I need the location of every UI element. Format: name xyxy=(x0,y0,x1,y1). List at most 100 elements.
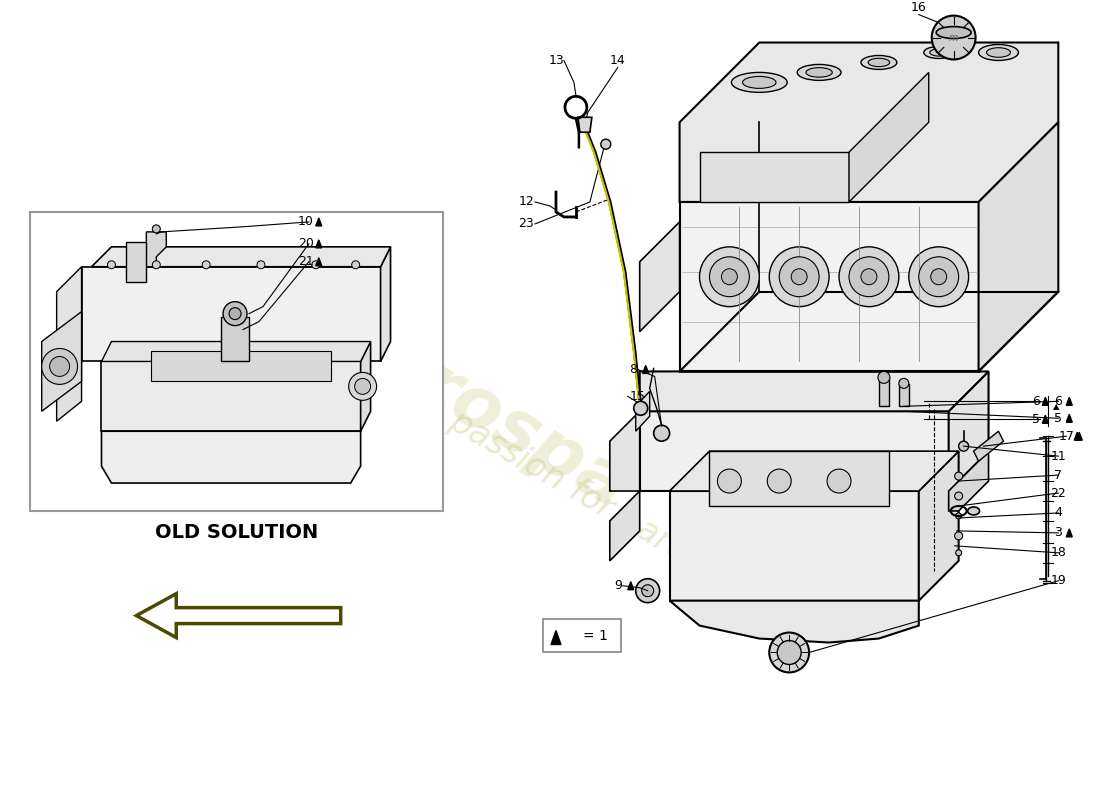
Circle shape xyxy=(956,513,961,519)
Circle shape xyxy=(861,269,877,285)
Polygon shape xyxy=(1066,414,1072,422)
Polygon shape xyxy=(979,122,1058,371)
Circle shape xyxy=(768,469,791,493)
Circle shape xyxy=(352,261,360,269)
Polygon shape xyxy=(700,152,849,202)
Circle shape xyxy=(958,441,969,451)
Ellipse shape xyxy=(936,26,971,38)
Text: 19: 19 xyxy=(1050,574,1066,587)
Polygon shape xyxy=(670,491,918,601)
Text: 23: 23 xyxy=(518,218,534,230)
Circle shape xyxy=(778,641,801,665)
FancyBboxPatch shape xyxy=(543,618,620,653)
Circle shape xyxy=(257,261,265,269)
Circle shape xyxy=(827,469,851,493)
Polygon shape xyxy=(56,266,81,382)
Polygon shape xyxy=(316,258,322,266)
Polygon shape xyxy=(642,366,649,374)
Polygon shape xyxy=(670,451,958,491)
Text: 18: 18 xyxy=(1050,546,1066,559)
Circle shape xyxy=(601,139,610,149)
Circle shape xyxy=(108,261,115,269)
Ellipse shape xyxy=(732,73,788,92)
Ellipse shape xyxy=(861,55,896,70)
Text: 9: 9 xyxy=(614,579,622,592)
Circle shape xyxy=(229,308,241,319)
Polygon shape xyxy=(56,362,81,422)
Text: Maserati: Maserati xyxy=(758,372,980,470)
Text: 20: 20 xyxy=(298,238,314,250)
Text: 4: 4 xyxy=(1055,506,1063,519)
Ellipse shape xyxy=(798,65,842,80)
Polygon shape xyxy=(640,222,680,331)
Polygon shape xyxy=(948,451,989,511)
Polygon shape xyxy=(636,391,650,431)
Circle shape xyxy=(839,247,899,306)
Text: OLD SOLUTION: OLD SOLUTION xyxy=(155,523,318,542)
Text: a passion for parts: a passion for parts xyxy=(417,389,703,573)
Text: 3: 3 xyxy=(1055,526,1063,539)
Circle shape xyxy=(311,261,320,269)
Polygon shape xyxy=(1076,432,1082,440)
Circle shape xyxy=(634,402,648,415)
Polygon shape xyxy=(578,118,592,132)
Circle shape xyxy=(956,550,961,556)
Circle shape xyxy=(918,257,958,297)
Polygon shape xyxy=(948,371,989,491)
Text: 6: 6 xyxy=(1033,395,1041,408)
Circle shape xyxy=(955,472,962,480)
Polygon shape xyxy=(974,431,1003,461)
Text: 12: 12 xyxy=(518,195,534,209)
Circle shape xyxy=(931,269,947,285)
Polygon shape xyxy=(1075,432,1080,440)
Polygon shape xyxy=(551,630,561,645)
FancyBboxPatch shape xyxy=(30,212,443,511)
Text: 11: 11 xyxy=(1050,450,1066,462)
Ellipse shape xyxy=(979,45,1019,61)
Polygon shape xyxy=(361,342,371,431)
Circle shape xyxy=(653,426,670,441)
Polygon shape xyxy=(670,601,918,642)
Polygon shape xyxy=(1043,398,1048,406)
Ellipse shape xyxy=(930,49,948,56)
Circle shape xyxy=(955,532,962,540)
Text: 7: 7 xyxy=(1054,469,1063,482)
Circle shape xyxy=(722,269,737,285)
Circle shape xyxy=(641,585,653,597)
Polygon shape xyxy=(1043,415,1048,423)
Text: eurospa: eurospa xyxy=(320,299,640,523)
Text: 14: 14 xyxy=(609,54,626,67)
Text: 21: 21 xyxy=(298,255,314,268)
Polygon shape xyxy=(81,266,381,362)
Bar xyxy=(221,317,249,362)
Ellipse shape xyxy=(987,48,1011,58)
Circle shape xyxy=(779,257,820,297)
Polygon shape xyxy=(126,242,146,282)
Text: 10: 10 xyxy=(298,215,314,229)
Circle shape xyxy=(899,378,909,388)
Text: m: m xyxy=(949,33,958,42)
Text: 5: 5 xyxy=(1033,413,1041,426)
Ellipse shape xyxy=(806,68,833,78)
Circle shape xyxy=(152,225,161,233)
Circle shape xyxy=(42,349,78,384)
Polygon shape xyxy=(710,451,889,506)
Polygon shape xyxy=(146,232,166,266)
Circle shape xyxy=(636,578,660,602)
Polygon shape xyxy=(1066,398,1072,406)
Circle shape xyxy=(710,257,749,297)
Polygon shape xyxy=(849,73,928,202)
Polygon shape xyxy=(42,312,81,411)
Polygon shape xyxy=(91,247,390,266)
Text: = 1: = 1 xyxy=(583,629,608,642)
Text: 17: 17 xyxy=(1058,430,1075,442)
Polygon shape xyxy=(609,491,640,561)
Polygon shape xyxy=(680,42,1058,202)
Circle shape xyxy=(349,373,376,400)
Circle shape xyxy=(202,261,210,269)
Ellipse shape xyxy=(742,77,775,88)
Circle shape xyxy=(50,357,69,377)
Circle shape xyxy=(878,371,890,383)
Circle shape xyxy=(769,247,829,306)
Circle shape xyxy=(152,261,161,269)
